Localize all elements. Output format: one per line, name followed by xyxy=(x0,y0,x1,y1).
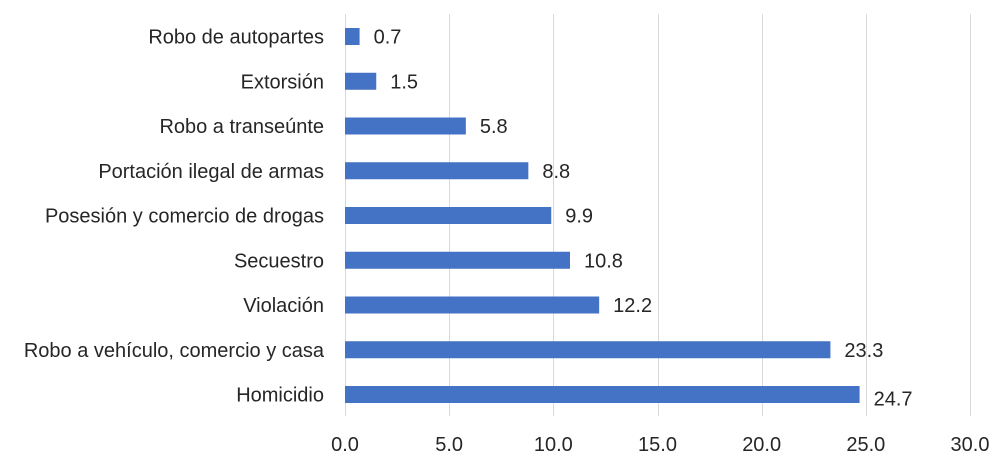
category-label: Extorsión xyxy=(241,71,324,93)
x-tick-label: 25.0 xyxy=(846,434,885,456)
category-label: Robo a vehículo, comercio y casa xyxy=(24,340,325,362)
bar xyxy=(345,207,552,224)
category-label: Robo a transeúnte xyxy=(159,116,324,138)
bar xyxy=(345,72,377,90)
value-label: 12.2 xyxy=(613,295,652,317)
x-tick-label: 15.0 xyxy=(638,434,677,456)
bar xyxy=(345,28,360,45)
x-tick-label: 0.0 xyxy=(331,434,359,456)
x-tick-label: 30.0 xyxy=(951,434,990,456)
bar xyxy=(345,386,860,403)
value-label: 10.8 xyxy=(584,250,623,272)
x-axis-tick-labels: 0.0 5.0 10.0 15.0 20.0 25.0 30.0 xyxy=(331,434,989,456)
category-label: Violación xyxy=(243,295,324,317)
value-label: 8.8 xyxy=(542,161,570,183)
value-labels: 0.7 1.5 5.8 8.8 9.9 10.8 12.2 23.3 24.7 xyxy=(374,27,913,411)
value-label: 1.5 xyxy=(390,71,418,93)
x-tick-label: 20.0 xyxy=(742,434,781,456)
value-label: 0.7 xyxy=(374,27,402,49)
value-label: 5.8 xyxy=(480,116,508,138)
category-label: Robo de autopartes xyxy=(148,27,324,49)
x-tick-label: 10.0 xyxy=(534,434,573,456)
category-label: Homicidio xyxy=(236,385,324,407)
x-tick-label: 5.0 xyxy=(435,434,463,456)
category-label: Portación ilegal de armas xyxy=(98,161,324,183)
bar xyxy=(345,162,529,180)
bar xyxy=(345,117,466,135)
value-label: 9.9 xyxy=(565,206,593,228)
value-label: 24.7 xyxy=(874,389,913,411)
category-label: Posesión y comercio de drogas xyxy=(45,206,324,228)
bars xyxy=(345,28,860,403)
bar xyxy=(345,341,831,359)
category-label: Secuestro xyxy=(234,250,324,272)
bar xyxy=(345,251,570,269)
bar xyxy=(345,296,600,314)
gridlines xyxy=(345,14,971,416)
category-labels: Robo de autopartes Extorsión Robo a transe… xyxy=(24,27,325,407)
value-label: 23.3 xyxy=(844,340,883,362)
